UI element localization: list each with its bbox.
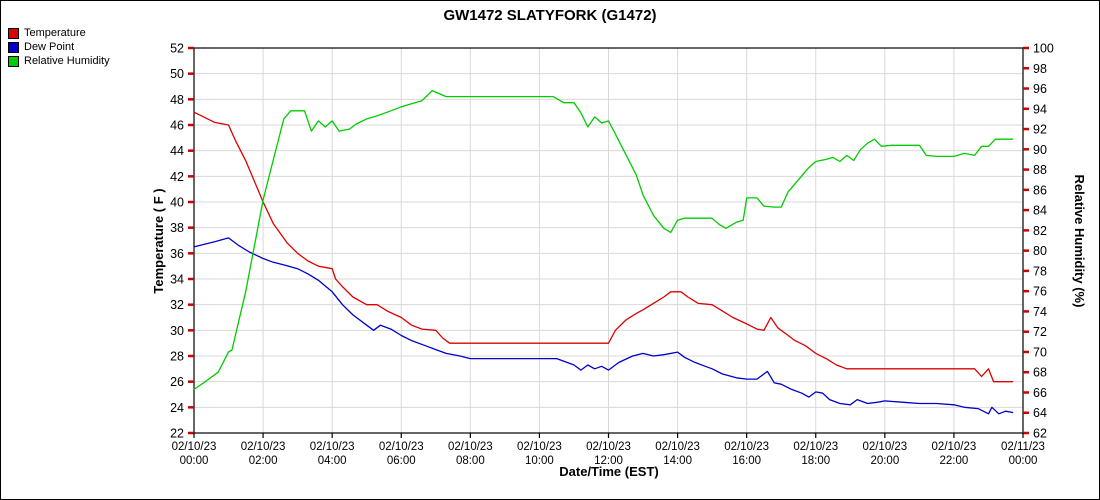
svg-text:48: 48: [170, 93, 184, 107]
svg-text:02:00: 02:00: [249, 455, 278, 467]
svg-text:88: 88: [1033, 163, 1047, 177]
temperature-swatch: [8, 27, 19, 39]
legend-label-relative-humidity: Relative Humidity: [24, 55, 110, 67]
svg-text:22: 22: [170, 427, 184, 441]
svg-text:92: 92: [1033, 123, 1047, 137]
svg-text:02/10/23: 02/10/23: [172, 441, 217, 453]
svg-text:42: 42: [170, 170, 184, 184]
svg-text:94: 94: [1033, 102, 1047, 116]
svg-text:02/10/23: 02/10/23: [724, 441, 769, 453]
legend-item-relative-humidity: Relative Humidity: [8, 55, 110, 67]
svg-text:62: 62: [1033, 427, 1047, 441]
svg-text:68: 68: [1033, 366, 1047, 380]
svg-text:46: 46: [170, 119, 184, 133]
svg-text:02/10/23: 02/10/23: [862, 441, 907, 453]
x-axis-title: Date/Time (EST): [559, 464, 659, 479]
svg-text:36: 36: [170, 247, 184, 261]
svg-text:72: 72: [1033, 325, 1047, 339]
svg-text:02/10/23: 02/10/23: [448, 441, 493, 453]
svg-text:16:00: 16:00: [732, 455, 761, 467]
svg-text:14:00: 14:00: [663, 455, 692, 467]
svg-text:40: 40: [170, 196, 184, 210]
svg-text:38: 38: [170, 221, 184, 235]
svg-text:06:00: 06:00: [387, 455, 416, 467]
svg-text:74: 74: [1033, 305, 1047, 319]
svg-text:02/10/23: 02/10/23: [379, 441, 424, 453]
svg-text:08:00: 08:00: [456, 455, 485, 467]
svg-text:12:00: 12:00: [594, 455, 623, 467]
svg-text:28: 28: [170, 350, 184, 364]
right-axis-title: Relative Humidity (%): [1072, 174, 1087, 308]
svg-text:52: 52: [170, 42, 184, 56]
svg-text:86: 86: [1033, 183, 1047, 197]
left-axis-title: Temperature ( F ): [151, 188, 166, 294]
svg-text:30: 30: [170, 324, 184, 338]
svg-text:20:00: 20:00: [870, 455, 899, 467]
svg-text:10:00: 10:00: [525, 455, 554, 467]
svg-text:78: 78: [1033, 264, 1047, 278]
svg-text:24: 24: [170, 401, 184, 415]
svg-text:34: 34: [170, 273, 184, 287]
svg-text:04:00: 04:00: [318, 455, 347, 467]
svg-text:02/11/23: 02/11/23: [1001, 441, 1045, 453]
svg-text:02/10/23: 02/10/23: [310, 441, 355, 453]
svg-text:44: 44: [170, 144, 184, 158]
svg-text:02/10/23: 02/10/23: [793, 441, 838, 453]
svg-text:84: 84: [1033, 204, 1047, 218]
svg-text:82: 82: [1033, 224, 1047, 238]
svg-text:76: 76: [1033, 285, 1047, 299]
legend-item-temperature: Temperature: [8, 27, 110, 39]
svg-text:22:00: 22:00: [940, 455, 969, 467]
svg-text:02/10/23: 02/10/23: [586, 441, 631, 453]
svg-text:50: 50: [170, 67, 184, 81]
svg-text:02/10/23: 02/10/23: [517, 441, 562, 453]
legend-label-dew-point: Dew Point: [24, 41, 75, 53]
svg-text:64: 64: [1033, 406, 1047, 420]
svg-text:02/10/23: 02/10/23: [241, 441, 286, 453]
svg-text:80: 80: [1033, 244, 1047, 258]
svg-text:00:00: 00:00: [180, 455, 209, 467]
dew-point-line: [193, 237, 1014, 415]
svg-text:32: 32: [170, 298, 184, 312]
svg-text:90: 90: [1033, 143, 1047, 157]
svg-text:70: 70: [1033, 345, 1047, 359]
legend: Temperature Dew Point Relative Humidity: [8, 27, 110, 69]
svg-text:02/10/23: 02/10/23: [932, 441, 977, 453]
chart-title: GW1472 SLATYFORK (G1472): [443, 7, 657, 24]
svg-text:98: 98: [1033, 62, 1047, 76]
dew-point-swatch: [8, 41, 19, 53]
relative-humidity-line: [193, 89, 1014, 391]
svg-text:96: 96: [1033, 82, 1047, 96]
svg-text:66: 66: [1033, 386, 1047, 400]
svg-text:100: 100: [1033, 42, 1054, 56]
svg-text:02/10/23: 02/10/23: [655, 441, 700, 453]
legend-label-temperature: Temperature: [24, 27, 86, 39]
legend-item-dew-point: Dew Point: [8, 41, 110, 53]
svg-text:00:00: 00:00: [1009, 455, 1038, 467]
svg-text:18:00: 18:00: [801, 455, 830, 467]
temperature-line: [193, 111, 1014, 383]
relative-humidity-swatch: [8, 55, 19, 67]
svg-text:26: 26: [170, 375, 184, 389]
